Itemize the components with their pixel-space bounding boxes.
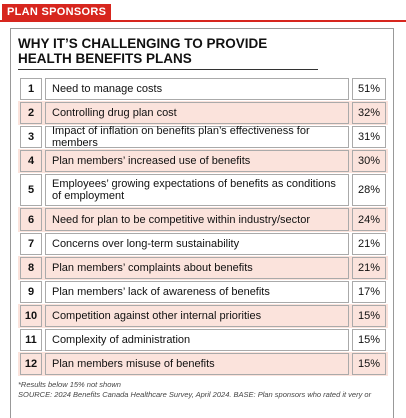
- notes: *Results below 15% not shown SOURCE: 2024…: [18, 380, 398, 400]
- label-cell: Complexity of administration: [45, 329, 349, 351]
- percent-cell: 15%: [352, 353, 386, 375]
- rank-cell: 12: [20, 353, 42, 375]
- rank-cell: 6: [20, 208, 42, 231]
- label-cell: Concerns over long-term sustainability: [45, 233, 349, 255]
- percent-cell: 51%: [352, 78, 386, 100]
- table-row: 7 Concerns over long-term sustainability 2…: [18, 232, 388, 256]
- frame: [10, 28, 394, 418]
- title: WHY IT’S CHALLENGING TO PROVIDE HEALTH B…: [18, 36, 318, 70]
- rank-cell: 10: [20, 305, 42, 327]
- percent-cell: 31%: [352, 126, 386, 148]
- label-cell: Impact of inflation on benefits plan’s e…: [45, 125, 349, 149]
- table-row: 2 Controlling drug plan cost 32%: [18, 101, 388, 125]
- rank-cell: 3: [20, 126, 42, 148]
- percent-cell: 21%: [352, 233, 386, 255]
- rank-cell: 1: [20, 78, 42, 100]
- note: *Results below 15% not shown: [18, 380, 121, 389]
- percent-cell: 15%: [352, 305, 386, 327]
- note: SOURCE: 2024 Benefits Canada Healthcare …: [18, 390, 372, 399]
- section-tag: PLAN SPONSORS: [2, 4, 112, 20]
- label-cell: Controlling drug plan cost: [45, 102, 349, 124]
- table-row: 12 Plan members misuse of benefits 15%: [18, 352, 388, 376]
- table-row: 3 Impact of inflation on benefits plan’s …: [18, 125, 388, 149]
- table-row: 9 Plan members’ lack of awareness of bene…: [18, 280, 388, 304]
- rank-cell: 11: [20, 329, 42, 351]
- percent-cell: 21%: [352, 257, 386, 279]
- rank-cell: 2: [20, 102, 42, 124]
- rule: [0, 20, 406, 22]
- rank-cell: 8: [20, 257, 42, 279]
- label-cell: Competition against other internal prior…: [45, 305, 349, 327]
- table-row: 8 Plan members’ complaints about benefits…: [18, 256, 388, 280]
- table-row: 5 Employees’ growing expectations of bene…: [18, 173, 388, 207]
- table-row: 1 Need to manage costs 51%: [18, 77, 388, 101]
- percent-cell: 30%: [352, 150, 386, 172]
- label-cell: Employees’ growing expectations of benef…: [45, 174, 349, 206]
- label-cell: Plan members misuse of benefits: [45, 353, 349, 375]
- rank-cell: 9: [20, 281, 42, 303]
- rank-cell: 7: [20, 233, 42, 255]
- table-row: 11 Complexity of administration 15%: [18, 328, 388, 352]
- percent-cell: 17%: [352, 281, 386, 303]
- label-cell: Need to manage costs: [45, 78, 349, 100]
- percent-cell: 32%: [352, 102, 386, 124]
- label-cell: Need for plan to be competitive within i…: [45, 208, 349, 231]
- label-cell: Plan members’ complaints about benefits: [45, 257, 349, 279]
- percent-cell: 24%: [352, 208, 386, 231]
- percent-cell: 28%: [352, 174, 386, 206]
- table-row: 4 Plan members’ increased use of benefits…: [18, 149, 388, 173]
- table-row: 10 Competition against other internal pri…: [18, 304, 388, 328]
- table: 1 Need to manage costs 51% 2 Controlling dru…: [18, 77, 388, 376]
- label-cell: Plan members’ increased use of benefits: [45, 150, 349, 172]
- table-row: 6 Need for plan to be competitive within …: [18, 207, 388, 232]
- percent-cell: 15%: [352, 329, 386, 351]
- rank-cell: 4: [20, 150, 42, 172]
- rank-cell: 5: [20, 174, 42, 206]
- label-cell: Plan members’ lack of awareness of benef…: [45, 281, 349, 303]
